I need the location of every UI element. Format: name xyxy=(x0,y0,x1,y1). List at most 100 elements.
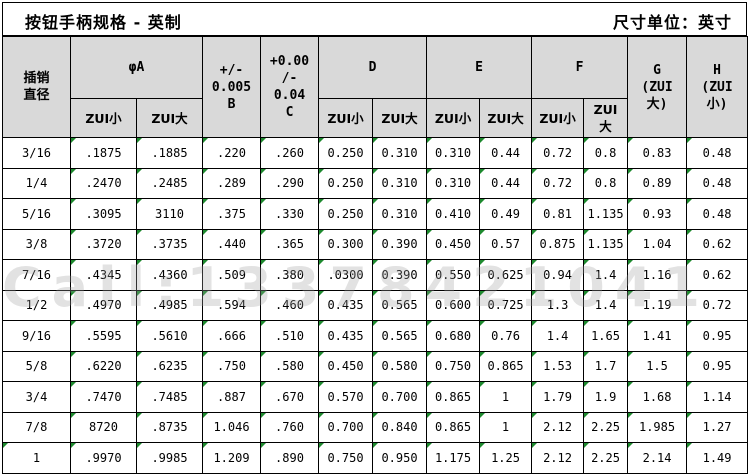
table-cell: 0.840 xyxy=(371,411,428,443)
table-cell: 1.04 xyxy=(627,228,688,260)
table-cell: 0.95 xyxy=(686,320,749,352)
table-cell: .4345 xyxy=(70,259,137,291)
table-cell: 2.14 xyxy=(627,442,688,474)
table-row: 1/2.4970.4985.594.460 0.435 0.565 0.600 0.72… xyxy=(2,289,749,321)
table-cell: 2.12 xyxy=(531,442,585,474)
table-cell: 1.135 xyxy=(583,228,629,260)
table-cell: 1.79 xyxy=(531,381,585,413)
table-cell: .7470 xyxy=(70,381,137,413)
table-cell: 0.310 xyxy=(371,137,428,169)
table-cell: 0.435 xyxy=(318,320,373,352)
table-cell: 1.41 xyxy=(627,320,688,352)
table-row: 5/8.6220.6235.750.580 0.450 0.580 0.750 0.86… xyxy=(2,350,749,382)
table-cell: 5/8 xyxy=(2,350,71,382)
table-cell: 7/16 xyxy=(2,259,71,291)
table-cell: 1/4 xyxy=(2,167,71,199)
table-cell: 0.700 xyxy=(318,411,373,443)
table-cell: 0.570 xyxy=(318,381,373,413)
table-cell: .4360 xyxy=(136,259,203,291)
table-cell: 2.12 xyxy=(531,411,585,443)
table-cell: 1.25 xyxy=(479,442,533,474)
table-cell: 1.9 xyxy=(583,381,629,413)
header-d-max: ZUI大 xyxy=(371,98,428,138)
table-cell: 0.310 xyxy=(426,167,481,199)
table-cell: .460 xyxy=(260,289,319,321)
table-cell: 1.209 xyxy=(202,442,261,474)
table-cell: 0.565 xyxy=(371,320,428,352)
table-cell: 9/16 xyxy=(2,320,71,352)
table-cell: 1.985 xyxy=(627,411,688,443)
table-cell: 0.580 xyxy=(371,350,428,382)
table-cell: 0.94 xyxy=(531,259,585,291)
table-cell: .4985 xyxy=(136,289,203,321)
table-cell: .440 xyxy=(202,228,261,260)
table-cell: 3/8 xyxy=(2,228,71,260)
table-cell: .5610 xyxy=(136,320,203,352)
table-row: 5/16.3095 3110.375.330 0.250 0.310 0.410 0.49… xyxy=(2,198,749,230)
header-pin-diameter: 插销 直径 xyxy=(2,36,71,138)
header-f: F xyxy=(531,36,629,99)
table-cell: 1.4 xyxy=(531,320,585,352)
table-cell: 1.49 xyxy=(686,442,749,474)
table-cell: .3735 xyxy=(136,228,203,260)
table-cell: 0.865 xyxy=(426,381,481,413)
table-cell: 0.62 xyxy=(686,259,749,291)
table-cell: 1.53 xyxy=(531,350,585,382)
table-cell: 1.19 xyxy=(627,289,688,321)
title-bar: 按钮手柄规格 - 英制 尺寸单位：英寸 xyxy=(2,2,747,36)
table-cell: .580 xyxy=(260,350,319,382)
header-a-max: ZUI大 xyxy=(136,98,203,138)
table-cell: 1.4 xyxy=(583,259,629,291)
table-cell: 1.3 xyxy=(531,289,585,321)
table-cell: 8720 xyxy=(70,411,137,443)
table-cell: 0.48 xyxy=(686,167,749,199)
table-cell: 1.27 xyxy=(686,411,749,443)
table-cell: 0.435 xyxy=(318,289,373,321)
table-cell: .6235 xyxy=(136,350,203,382)
table-cell: 0.44 xyxy=(479,167,533,199)
table-cell: .365 xyxy=(260,228,319,260)
table-cell: 0.250 xyxy=(318,198,373,230)
table-cell: 0.950 xyxy=(371,442,428,474)
spec-table-body: 3/16.1875.1885.220.260 0.250 0.310 0.310 0.4… xyxy=(2,137,749,474)
table-cell: .6220 xyxy=(70,350,137,382)
table-cell: 0.390 xyxy=(371,259,428,291)
table-cell: 0.48 xyxy=(686,137,749,169)
table-cell: 0.76 xyxy=(479,320,533,352)
table-cell: 0.550 xyxy=(426,259,481,291)
header-a: φA xyxy=(70,36,203,99)
table-cell: .0300 xyxy=(318,259,373,291)
table-row: 7/16.4345.4360.509.380.0300 0.390 0.550 0.6… xyxy=(2,259,749,291)
table-cell: 0.49 xyxy=(479,198,533,230)
table-cell: 0.95 xyxy=(686,350,749,382)
header-e: E xyxy=(426,36,533,99)
table-row: 3/16.1875.1885.220.260 0.250 0.310 0.310 0.4… xyxy=(2,137,749,169)
table-cell: 0.72 xyxy=(531,137,585,169)
table-cell: .1875 xyxy=(70,137,137,169)
table-cell: .9985 xyxy=(136,442,203,474)
table-cell: .760 xyxy=(260,411,319,443)
table-cell: .290 xyxy=(260,167,319,199)
table-row: 7/8 8720.8735 1.046.760 0.700 0.840 0.865 1 2.1… xyxy=(2,411,749,443)
table-cell: 0.8 xyxy=(583,137,629,169)
table-cell: 0.410 xyxy=(426,198,481,230)
spec-table: 插销 直径 φA +/- 0.005 B +0.00/- 0.04 C D E F G (Z… xyxy=(2,36,749,474)
header-c: +0.00/- 0.04 C xyxy=(260,36,319,138)
page-title: 按钮手柄规格 - 英制 xyxy=(25,13,182,32)
table-cell: .5595 xyxy=(70,320,137,352)
table-cell: 7/8 xyxy=(2,411,71,443)
table-cell: 0.8 xyxy=(583,167,629,199)
table-cell: 1 xyxy=(2,442,71,474)
table-cell: 0.750 xyxy=(318,442,373,474)
table-cell: 0.250 xyxy=(318,167,373,199)
table-cell: 0.600 xyxy=(426,289,481,321)
header-e-max: ZUI大 xyxy=(479,98,533,138)
table-cell: 0.93 xyxy=(627,198,688,230)
table-cell: .2485 xyxy=(136,167,203,199)
table-cell: 0.72 xyxy=(686,289,749,321)
table-cell: 1/2 xyxy=(2,289,71,321)
table-cell: 0.875 xyxy=(531,228,585,260)
table-cell: 1.7 xyxy=(583,350,629,382)
table-cell: 0.250 xyxy=(318,137,373,169)
